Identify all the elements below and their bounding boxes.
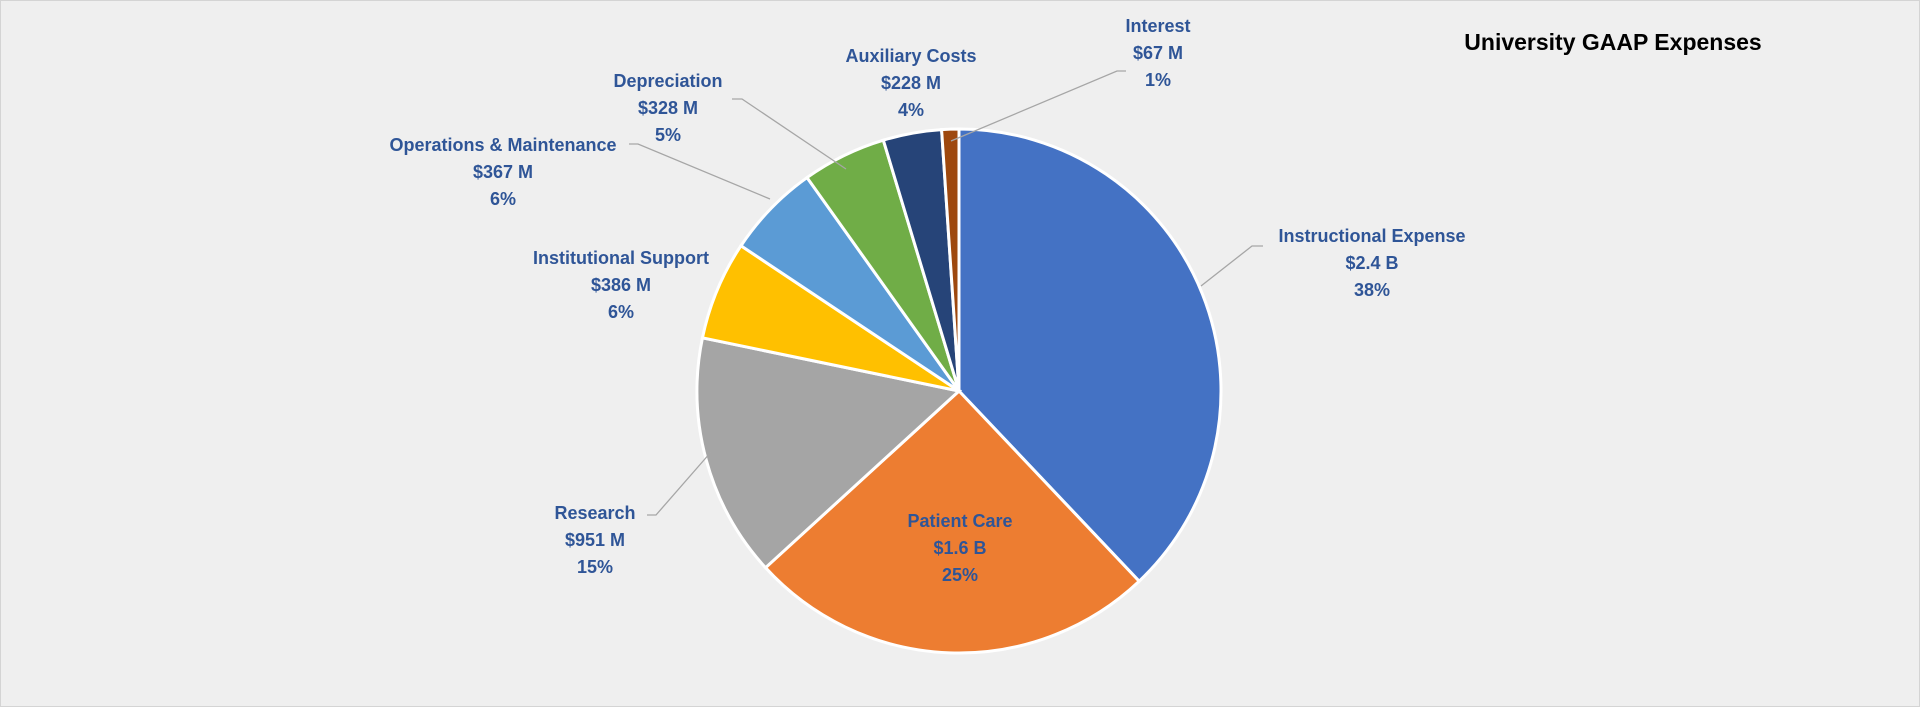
data-label-value: $328 M [637, 98, 699, 118]
data-label-name: Interest [1125, 16, 1191, 36]
data-label-percent: 6% [607, 302, 635, 322]
data-label-percent: 25% [941, 565, 979, 585]
leader-line [732, 98, 847, 170]
data-label-value: $67 M [1132, 43, 1184, 63]
data-label-name: Patient Care [907, 511, 1013, 531]
data-label-value: $2.4 B [1345, 253, 1399, 273]
data-label-percent: 1% [1144, 70, 1171, 90]
data-label-value: $951 M [564, 530, 626, 550]
data-label-name: Operations & Maintenance [389, 135, 617, 155]
data-label-percent: 4% [897, 100, 925, 120]
data-label: Patient Care $1.6 B 25% [907, 508, 1012, 589]
data-label-name: Depreciation [613, 71, 723, 91]
data-label-percent: 6% [489, 189, 516, 209]
data-label: Research $951 M 15% [554, 500, 635, 581]
pie-slice-interest [939, 127, 961, 392]
data-label-value: $367 M [472, 162, 534, 182]
data-label: Auxiliary Costs $228 M 4% [845, 43, 976, 124]
chart-title: University GAAP Expenses [1464, 29, 1762, 55]
data-label-value: $386 M [590, 275, 652, 295]
data-label-value: $1.6 B [933, 538, 987, 558]
data-label-value: $228 M [880, 73, 942, 93]
data-label: Operations & Maintenance $367 M 6% [389, 132, 616, 213]
leader-line [1200, 245, 1263, 287]
data-label-percent: 5% [654, 125, 681, 145]
data-label: Interest $67 M 1% [1125, 13, 1190, 94]
data-label-name: Instructional Expense [1278, 226, 1466, 246]
data-label: Depreciation $328 M 5% [613, 68, 722, 149]
data-label: Institutional Support $386 M 6% [533, 245, 709, 326]
leader-line [647, 451, 712, 516]
pie-slice-patient-care [763, 388, 1142, 655]
data-label-name: Institutional Support [533, 248, 709, 268]
data-label-percent: 15% [576, 557, 614, 577]
data-label-percent: 38% [1353, 280, 1391, 300]
pie-slice-research [695, 336, 963, 570]
data-label: Instructional Expense $2.4 B 38% [1278, 223, 1465, 304]
data-label-name: Research [554, 503, 636, 523]
data-label-name: Auxiliary Costs [845, 46, 977, 66]
leader-line [629, 143, 771, 200]
leader-line [950, 70, 1126, 142]
pie-slice-instructional-expense [957, 127, 1223, 584]
